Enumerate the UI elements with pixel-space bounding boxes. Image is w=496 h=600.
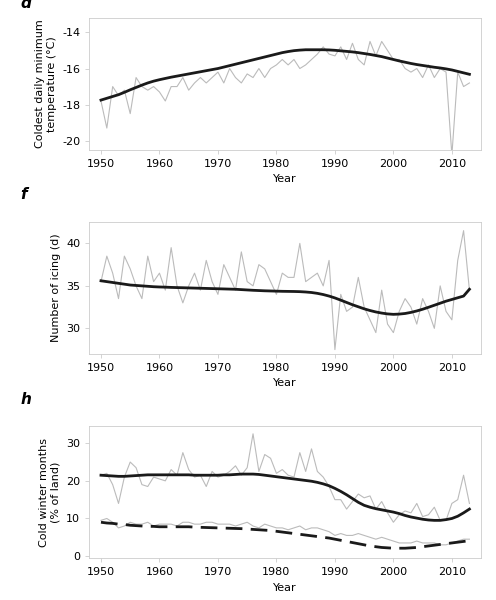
X-axis label: Year: Year: [273, 174, 297, 184]
Text: f: f: [21, 187, 27, 202]
Y-axis label: Coldest daily minimum
temperature (°C): Coldest daily minimum temperature (°C): [35, 19, 57, 148]
X-axis label: Year: Year: [273, 583, 297, 593]
Y-axis label: Number of icing (d): Number of icing (d): [51, 233, 61, 343]
Text: d: d: [21, 0, 32, 11]
Text: h: h: [21, 392, 32, 407]
Y-axis label: Cold winter months
(% of land): Cold winter months (% of land): [39, 437, 61, 547]
X-axis label: Year: Year: [273, 379, 297, 388]
